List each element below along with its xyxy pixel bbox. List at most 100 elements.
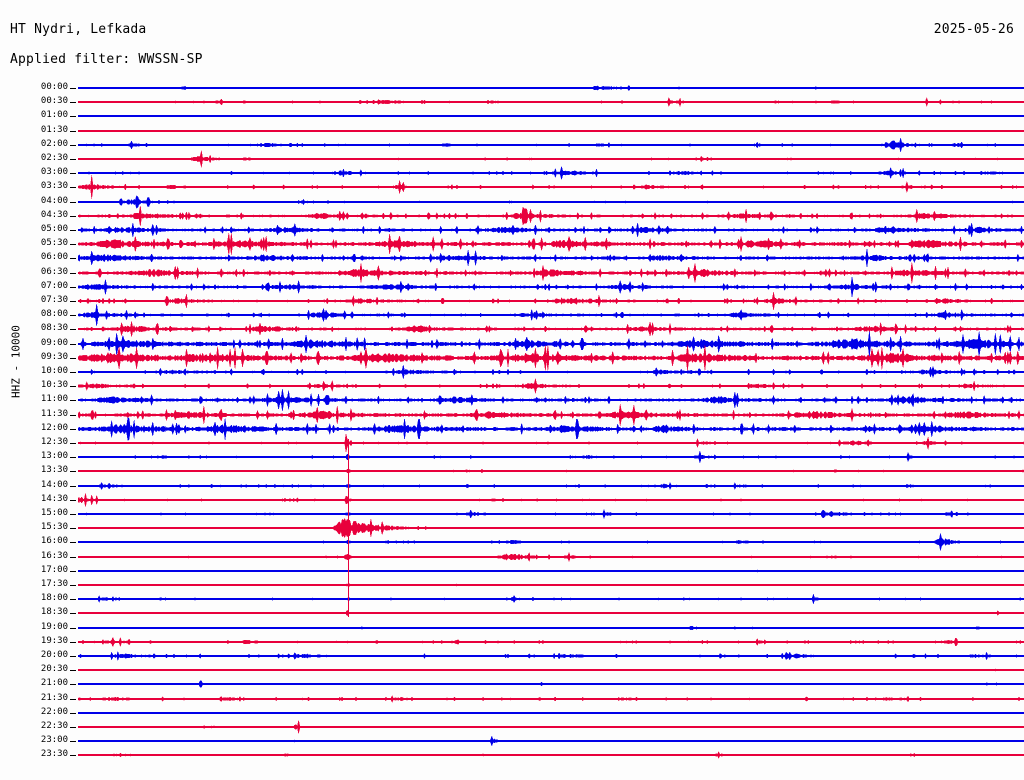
axis-tick-mark	[70, 528, 76, 530]
time-axis-label: 13:30	[40, 465, 68, 476]
seismic-trace[interactable]	[78, 529, 1024, 552]
time-axis-label: 20:30	[40, 664, 68, 675]
seismic-trace[interactable]	[78, 387, 1024, 412]
seismic-trace[interactable]	[78, 359, 1024, 380]
seismic-trace[interactable]	[78, 260, 1024, 283]
seismic-trace[interactable]	[78, 103, 1024, 118]
time-axis-label: 09:00	[40, 337, 68, 348]
seismic-trace[interactable]	[78, 402, 1024, 426]
seismic-trace[interactable]	[78, 572, 1024, 587]
axis-tick-mark	[70, 698, 76, 700]
seismic-trace[interactable]	[78, 586, 1024, 605]
time-axis-label: 23:30	[40, 749, 68, 760]
trace-row: 10:00	[0, 364, 1024, 380]
seismic-trace[interactable]	[78, 118, 1024, 132]
seismic-trace[interactable]	[78, 686, 1024, 703]
seismic-trace[interactable]	[78, 146, 1024, 168]
trace-row: 14:00	[0, 479, 1024, 493]
seismic-trace[interactable]	[78, 629, 1024, 648]
axis-tick-mark	[70, 585, 76, 586]
trace-row: 21:00	[0, 677, 1024, 691]
trace-row: 04:30	[0, 205, 1024, 226]
axis-tick-mark	[70, 116, 76, 118]
seismic-trace[interactable]	[78, 515, 1024, 539]
seismic-trace[interactable]	[78, 558, 1024, 573]
trace-row: 16:30	[0, 550, 1024, 564]
time-axis-label: 06:30	[40, 266, 68, 277]
seismic-trace[interactable]	[78, 160, 1024, 181]
seismic-trace[interactable]	[78, 600, 1024, 617]
axis-tick-mark	[70, 201, 76, 203]
axis-tick-mark	[70, 315, 76, 317]
axis-tick-mark	[70, 570, 76, 572]
axis-tick-mark	[70, 301, 76, 302]
seismic-trace[interactable]	[78, 487, 1024, 507]
seismic-trace[interactable]	[78, 458, 1024, 474]
seismic-trace[interactable]	[78, 728, 1024, 747]
seismic-trace[interactable]	[78, 444, 1024, 464]
seismic-trace[interactable]	[78, 671, 1024, 689]
time-axis-label: 22:30	[40, 721, 68, 731]
seismic-trace[interactable]	[78, 373, 1024, 394]
axis-tick-mark	[70, 343, 76, 345]
seismic-trace[interactable]	[78, 132, 1024, 153]
seismic-trace[interactable]	[78, 75, 1024, 92]
time-axis-label: 07:30	[40, 295, 68, 305]
seismic-trace[interactable]	[78, 245, 1024, 268]
time-axis-label: 17:00	[40, 564, 68, 575]
seismic-trace[interactable]	[78, 473, 1024, 490]
seismic-trace[interactable]	[78, 643, 1024, 662]
trace-row: 09:30	[0, 345, 1024, 371]
trace-row: 01:30	[0, 124, 1024, 138]
axis-tick-mark	[70, 244, 76, 246]
time-axis-label: 06:00	[40, 252, 68, 263]
seismic-trace[interactable]	[78, 189, 1024, 209]
seismic-trace[interactable]	[78, 416, 1024, 441]
trace-row: 13:30	[0, 464, 1024, 478]
seismic-trace[interactable]	[78, 700, 1024, 714]
applied-filter-label: Applied filter: WWSSN-SP	[10, 52, 203, 67]
seismic-trace[interactable]	[78, 742, 1024, 760]
helicorder-plot-area: 00:00 00:30 01:00 01:30 02:00 02:30 03:00 03:30…	[0, 80, 1024, 776]
seismic-trace[interactable]	[78, 430, 1024, 453]
trace-row: 23:30	[0, 748, 1024, 762]
axis-tick-mark	[70, 230, 76, 231]
trace-row: 22:30	[0, 720, 1024, 734]
seismic-trace[interactable]	[78, 345, 1024, 371]
seismic-trace[interactable]	[78, 501, 1024, 520]
seismic-trace[interactable]	[78, 89, 1024, 108]
axis-tick-mark	[70, 144, 76, 146]
seismic-trace[interactable]	[78, 714, 1024, 734]
trace-row: 20:00	[0, 649, 1024, 663]
seismic-trace[interactable]	[78, 302, 1024, 327]
time-axis-label: 03:00	[40, 167, 68, 178]
seismic-trace[interactable]	[78, 174, 1024, 200]
trace-row: 11:30	[0, 403, 1024, 426]
axis-tick-mark	[70, 215, 76, 217]
axis-tick-mark	[70, 187, 76, 189]
axis-tick-mark	[70, 627, 76, 629]
seismic-trace[interactable]	[78, 615, 1024, 630]
seismic-trace[interactable]	[78, 316, 1024, 338]
seismic-trace[interactable]	[78, 217, 1024, 238]
seismic-trace[interactable]	[78, 657, 1024, 672]
trace-row: 00:00	[0, 81, 1024, 95]
seismic-trace[interactable]	[78, 203, 1024, 226]
time-axis-label: 17:30	[40, 579, 68, 589]
time-axis-label: 15:30	[40, 522, 68, 533]
trace-row: 06:00	[0, 249, 1024, 268]
seismic-trace[interactable]	[78, 274, 1024, 297]
seismic-trace[interactable]	[78, 544, 1024, 562]
seismic-trace[interactable]	[78, 231, 1024, 256]
time-axis-label: 01:00	[40, 110, 68, 121]
axis-tick-mark	[70, 272, 76, 274]
trace-row: 13:00	[0, 450, 1024, 464]
trace-row: 21:30	[0, 692, 1024, 706]
trace-row: 08:00	[0, 304, 1024, 327]
seismic-trace[interactable]	[78, 331, 1024, 357]
time-axis-label: 20:00	[40, 650, 68, 660]
time-axis-label: 16:30	[40, 550, 68, 561]
axis-tick-mark	[70, 514, 76, 515]
axis-tick-mark	[70, 712, 76, 714]
seismic-trace[interactable]	[78, 288, 1024, 310]
